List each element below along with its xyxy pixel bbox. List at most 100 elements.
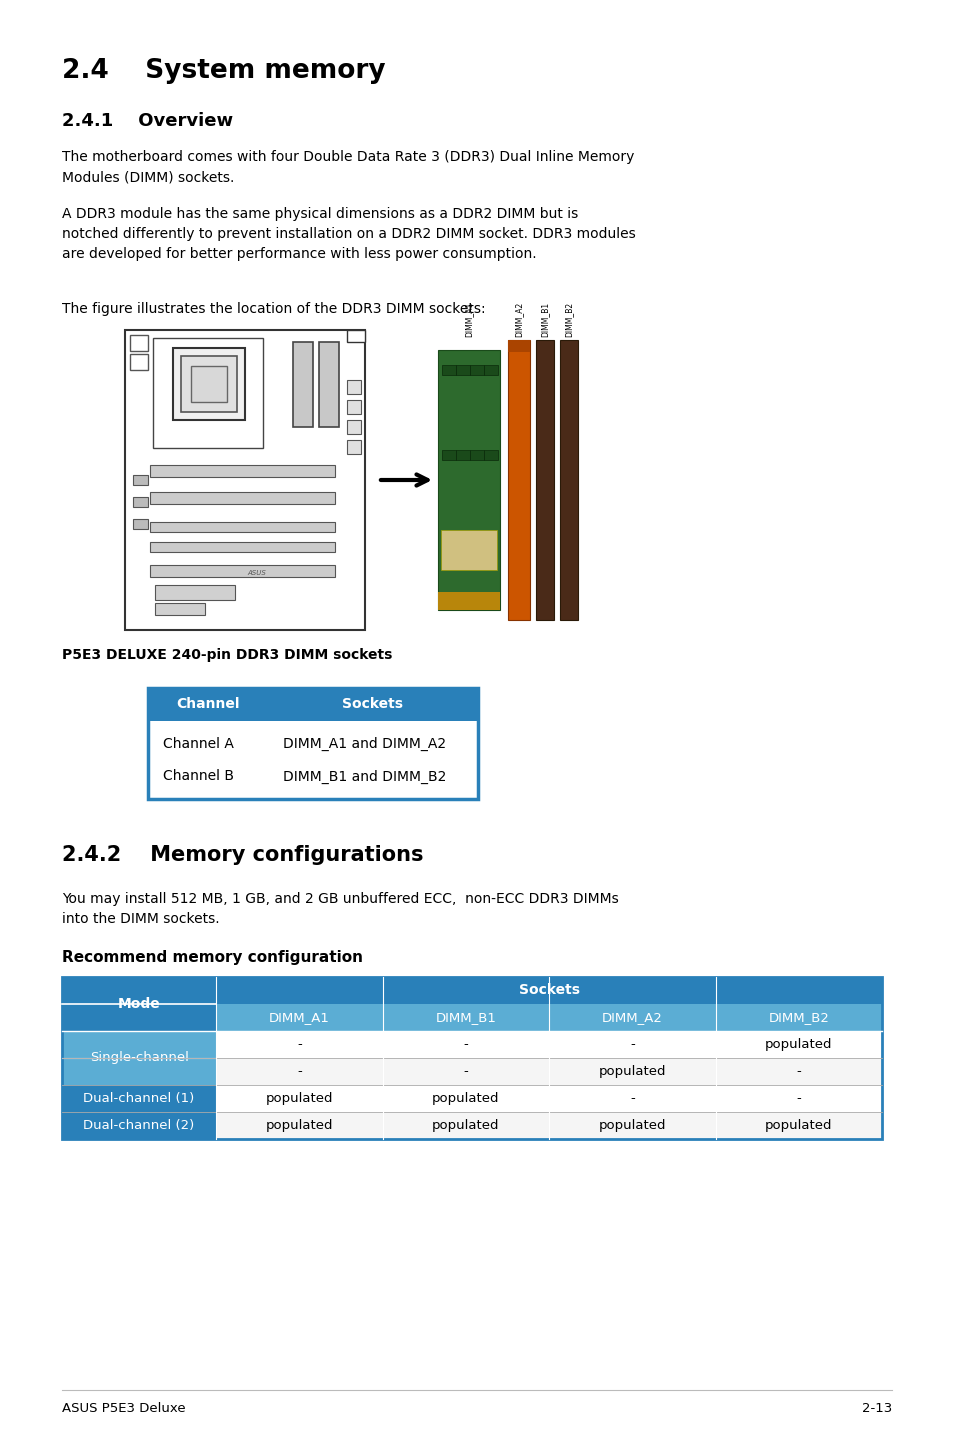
Bar [150,464,335,477]
Text: populated: populated [432,1119,499,1132]
Bar [216,1031,882,1058]
Bar [154,585,234,600]
Bar [216,1112,882,1139]
Bar [456,365,470,375]
Text: populated: populated [598,1066,665,1078]
Bar [152,338,263,449]
Text: -: - [296,1038,301,1051]
Bar [62,1086,216,1112]
Text: Channel A: Channel A [163,736,233,751]
Text: ASUS P5E3 Deluxe: ASUS P5E3 Deluxe [62,1402,186,1415]
Bar [216,1058,882,1086]
Text: populated: populated [598,1119,665,1132]
Bar [191,367,227,403]
Bar [470,365,483,375]
Text: Channel B: Channel B [163,769,233,784]
Bar [216,976,882,1004]
Bar [130,354,148,370]
Bar [216,1086,882,1112]
Text: ASUS: ASUS [247,569,266,577]
Text: -: - [629,1091,634,1104]
Text: Sockets: Sockets [342,697,403,712]
Text: -: - [463,1066,468,1078]
Text: A DDR3 module has the same physical dimensions as a DDR2 DIMM but is
notched dif: A DDR3 module has the same physical dime… [62,207,635,262]
Bar [150,542,335,552]
Text: DIMM_B1: DIMM_B1 [435,1011,496,1024]
Bar [150,492,335,503]
Text: -: - [796,1091,801,1104]
Text: Mode: Mode [117,997,160,1011]
Text: The figure illustrates the location of the DDR3 DIMM sockets:: The figure illustrates the location of t… [62,302,485,316]
Text: DIMM_A2: DIMM_A2 [514,302,523,336]
Text: Channel: Channel [176,697,239,712]
Text: DIMM_B1 and DIMM_B2: DIMM_B1 and DIMM_B2 [283,769,446,784]
Bar [470,450,483,460]
Text: 2.4.1    Overview: 2.4.1 Overview [62,112,233,129]
Bar [125,329,365,630]
Text: -: - [463,1038,468,1051]
Text: P5E3 DELUXE 240-pin DDR3 DIMM sockets: P5E3 DELUXE 240-pin DDR3 DIMM sockets [62,649,392,661]
Bar [347,329,365,342]
Bar [536,339,554,620]
Bar [216,1004,882,1031]
Text: DIMM_A1: DIMM_A1 [269,1011,330,1024]
Text: DIMM_A1 and DIMM_A2: DIMM_A1 and DIMM_A2 [283,736,446,751]
Text: DIMM_A2: DIMM_A2 [601,1011,662,1024]
Bar [148,720,477,800]
Bar [483,450,497,460]
Bar [347,380,360,394]
Bar [132,519,148,529]
Bar [62,976,216,1031]
Text: Sockets: Sockets [518,984,579,998]
Bar [150,565,335,577]
Text: -: - [796,1066,801,1078]
Bar [172,348,245,420]
Text: Dual-channel (2): Dual-channel (2) [83,1119,194,1132]
Bar [62,976,882,1139]
Text: Single-channel: Single-channel [90,1051,189,1064]
Bar [507,339,530,620]
Bar [437,592,499,610]
Bar [441,365,456,375]
Bar [293,342,313,427]
Bar [132,498,148,508]
Text: Recommend memory configuration: Recommend memory configuration [62,951,363,965]
Text: The motherboard comes with four Double Data Rate 3 (DDR3) Dual Inline Memory
Mod: The motherboard comes with four Double D… [62,150,634,184]
Text: 2-13: 2-13 [861,1402,891,1415]
Text: -: - [629,1038,634,1051]
Bar [150,522,335,532]
Text: populated: populated [265,1091,333,1104]
Bar [62,1112,216,1139]
Text: You may install 512 MB, 1 GB, and 2 GB unbuffered ECC,  non-ECC DDR3 DIMMs
into : You may install 512 MB, 1 GB, and 2 GB u… [62,892,618,926]
Bar [130,335,148,351]
Bar [148,687,477,720]
Text: DIMM_B1: DIMM_B1 [540,302,549,336]
Bar [62,1031,216,1086]
Bar [154,603,205,615]
Bar [441,450,456,460]
Bar [347,400,360,414]
Bar [440,531,497,569]
Bar [347,440,360,454]
Text: DIMM_A1: DIMM_A1 [464,302,473,336]
Bar [483,365,497,375]
Text: DIMM_B2: DIMM_B2 [767,1011,828,1024]
Bar [456,450,470,460]
Text: populated: populated [432,1091,499,1104]
Bar [132,475,148,485]
Bar [507,339,530,352]
Text: Dual-channel (1): Dual-channel (1) [83,1091,194,1104]
Text: populated: populated [764,1038,832,1051]
Text: 2.4    System memory: 2.4 System memory [62,58,385,83]
Text: populated: populated [764,1119,832,1132]
Bar [437,349,499,610]
Bar [347,420,360,434]
Text: DIMM_B2: DIMM_B2 [564,302,573,336]
Text: 2.4.2    Memory configurations: 2.4.2 Memory configurations [62,846,423,866]
Bar [148,687,477,800]
Bar [559,339,578,620]
Text: populated: populated [265,1119,333,1132]
Bar [120,322,575,638]
Bar [181,357,236,413]
Bar [318,342,338,427]
